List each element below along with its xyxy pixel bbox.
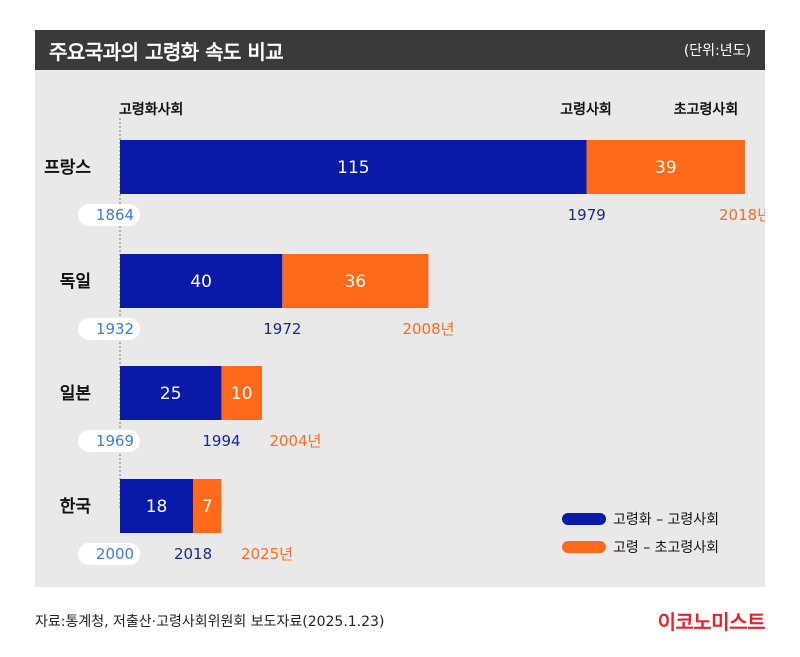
value-label: 7	[202, 497, 213, 517]
country-label: 프랑스	[44, 158, 91, 178]
header-super-aged: 초고령사회	[674, 102, 738, 118]
value-label: 40	[190, 272, 212, 292]
start-year: 1864	[96, 206, 134, 224]
bar-aging-to-aged	[120, 479, 194, 533]
aged-year: 2018	[174, 545, 212, 563]
legend-label: 고령화 – 고령사회	[613, 512, 719, 528]
start-year-pill	[78, 430, 140, 452]
header-aged: 고령사회	[560, 102, 612, 118]
bar-aging-to-aged	[120, 366, 222, 420]
legend-swatch	[562, 541, 606, 553]
chart-title: 주요국과의 고령화 속도 비교	[49, 40, 284, 64]
bar-aged-to-super	[221, 366, 263, 420]
chart-svg: 고령화사회 고령사회 초고령사회 프랑스 115 39 1864 1979 2018년독일…	[44, 102, 765, 565]
legend-swatch	[562, 513, 606, 525]
start-year: 2000	[96, 545, 134, 563]
header-aging: 고령화사회	[119, 102, 183, 118]
super-aged-year: 2018년	[719, 206, 765, 224]
start-year: 1969	[96, 432, 134, 450]
source-note: 자료:통계청, 저출산·고령사회위원회 보도자료(2025.1.23)	[35, 614, 385, 630]
bar-aging-to-aged	[120, 140, 587, 194]
value-label: 10	[231, 384, 253, 404]
aged-year: 1972	[263, 320, 301, 338]
value-label: 115	[337, 158, 369, 178]
super-aged-year: 2008년	[402, 320, 454, 338]
value-label: 25	[160, 384, 182, 404]
start-year-pill	[78, 543, 140, 565]
super-aged-year: 2004년	[269, 432, 321, 450]
super-aged-year: 2025년	[241, 545, 293, 563]
value-label: 18	[146, 497, 168, 517]
value-label: 39	[655, 158, 677, 178]
country-label: 한국	[60, 497, 92, 517]
unit-label: (단위:년도)	[683, 43, 751, 59]
bar-aged-to-super	[586, 140, 745, 194]
title-bar: 주요국과의 고령화 속도 비교 (단위:년도)	[35, 30, 765, 70]
bar-aged-to-super	[282, 254, 429, 308]
aged-year: 1979	[568, 206, 606, 224]
legend-label: 고령 – 초고령사회	[613, 540, 719, 556]
aged-year: 1994	[202, 432, 240, 450]
country-label: 독일	[60, 272, 91, 292]
country-label: 일본	[60, 384, 92, 404]
start-year-pill	[78, 318, 140, 340]
brand-logo: 이코노미스트	[657, 610, 766, 634]
start-year-pill	[78, 204, 140, 226]
start-year: 1932	[96, 320, 134, 338]
bar-aging-to-aged	[120, 254, 283, 308]
bar-aged-to-super	[193, 479, 222, 533]
value-label: 36	[345, 272, 367, 292]
